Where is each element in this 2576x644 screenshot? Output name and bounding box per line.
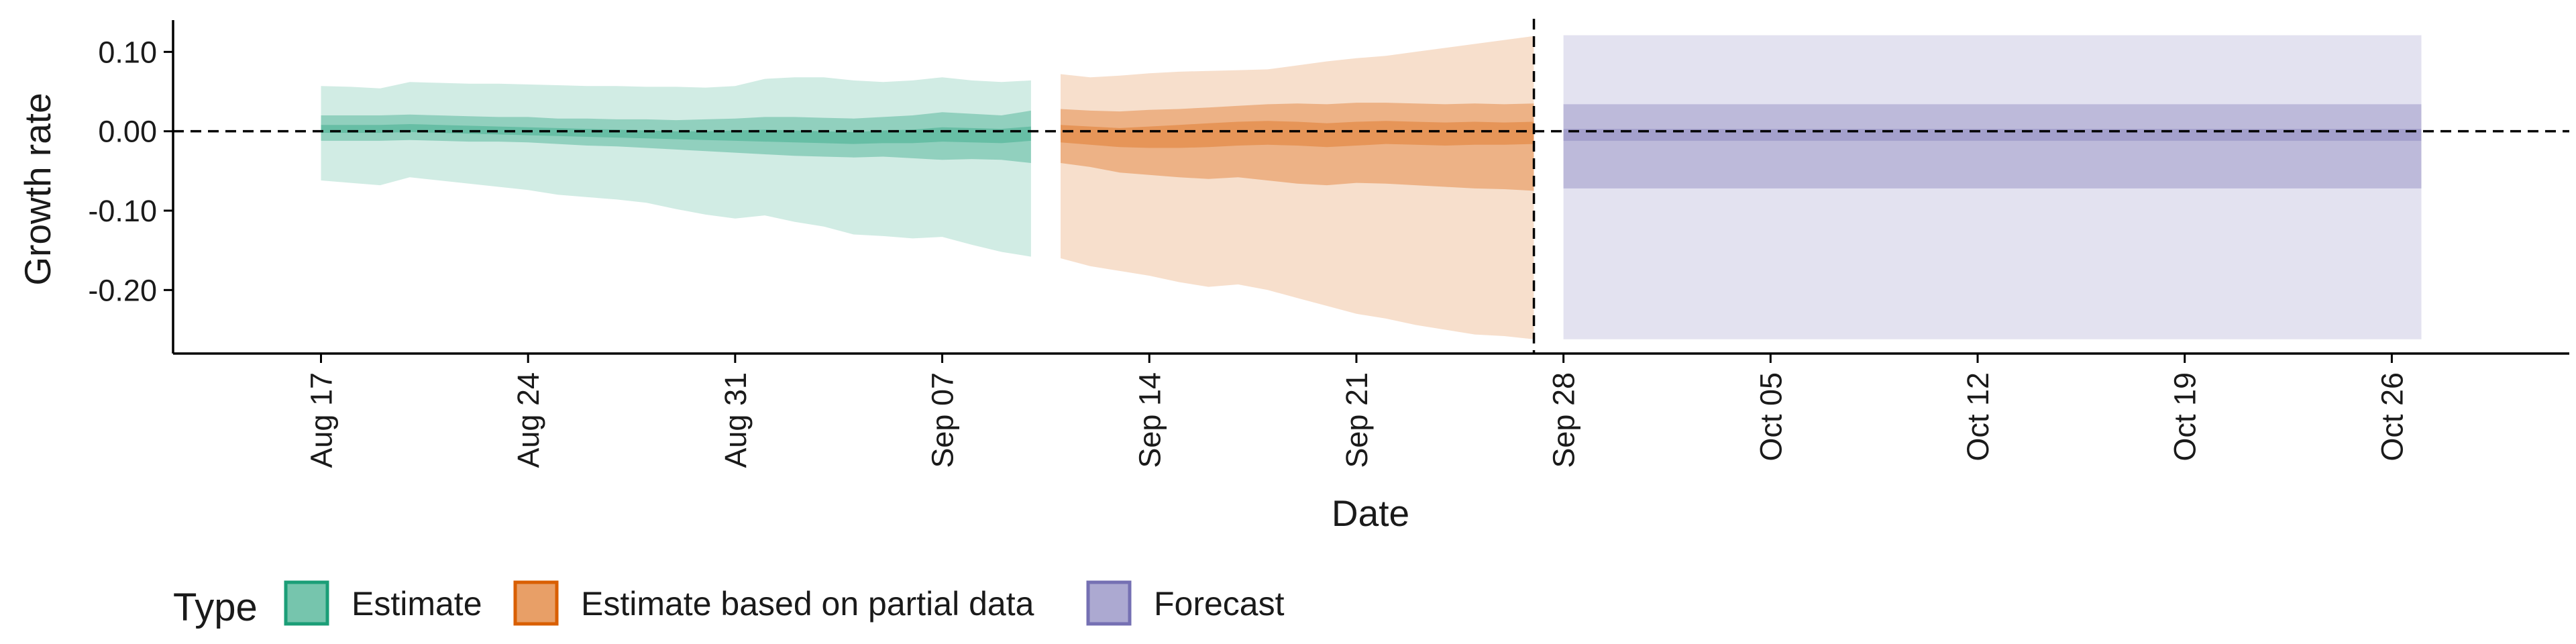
x-tick-label: Oct 19 xyxy=(2168,372,2202,462)
legend-key-forecast xyxy=(1086,580,1132,626)
forecast-ci90-band xyxy=(1563,35,2422,339)
y-tick-label: -0.10 xyxy=(88,194,157,228)
x-tick-label: Oct 12 xyxy=(1961,372,1995,462)
x-tick-label: Sep 21 xyxy=(1340,372,1374,468)
y-tick-label: -0.20 xyxy=(88,273,157,307)
legend-label-estimate: Estimate xyxy=(352,585,482,623)
x-tick-label: Sep 07 xyxy=(926,372,960,468)
x-tick-label: Oct 05 xyxy=(1754,372,1788,462)
estimate-based-on-partial-data-ci20-band xyxy=(1061,121,1534,148)
estimate-ci50-band xyxy=(321,110,1031,163)
estimate-based-on-partial-data-ci50-band xyxy=(1061,103,1534,191)
series-bands xyxy=(321,35,2422,339)
forecast-ci50-band xyxy=(1563,104,2422,189)
x-axis-ticks: Aug 17 Aug 24 Aug 31 Sep 07 Sep 14 Sep 21 Sep … xyxy=(305,354,2409,468)
estimate-based-on-partial-data-ci90-band xyxy=(1061,36,1534,339)
legend-title: Type xyxy=(173,586,258,629)
x-tick-label: Sep 28 xyxy=(1547,372,1581,468)
estimate-ci90-band xyxy=(321,77,1031,257)
y-axis-ticks: 0.10 0.00 -0.10 -0.20 xyxy=(88,35,173,307)
reference-lines xyxy=(173,19,2569,354)
axes xyxy=(172,20,2569,355)
x-tick-label: Aug 24 xyxy=(511,372,545,468)
legend-key-estimate xyxy=(284,580,329,626)
x-tick-label: Aug 17 xyxy=(305,372,339,468)
legend-key-estimate-based-on-partial-data xyxy=(513,580,559,626)
x-tick-label: Oct 26 xyxy=(2375,372,2409,462)
x-axis-title: Date xyxy=(1332,492,1409,534)
x-tick-label: Aug 31 xyxy=(718,372,753,468)
x-tick-label: Sep 14 xyxy=(1132,372,1167,468)
y-axis-title: Growth rate xyxy=(17,93,58,285)
legend-label-forecast: Forecast xyxy=(1154,585,1285,623)
y-tick-label: 0.10 xyxy=(98,35,157,69)
legend: Type Estimate Estimate based on partial d… xyxy=(173,580,1285,629)
y-tick-label: 0.00 xyxy=(98,115,157,149)
legend-label-estimate-based-on-partial-data: Estimate based on partial data xyxy=(581,585,1034,623)
estimate-ci20-band xyxy=(321,124,1031,144)
